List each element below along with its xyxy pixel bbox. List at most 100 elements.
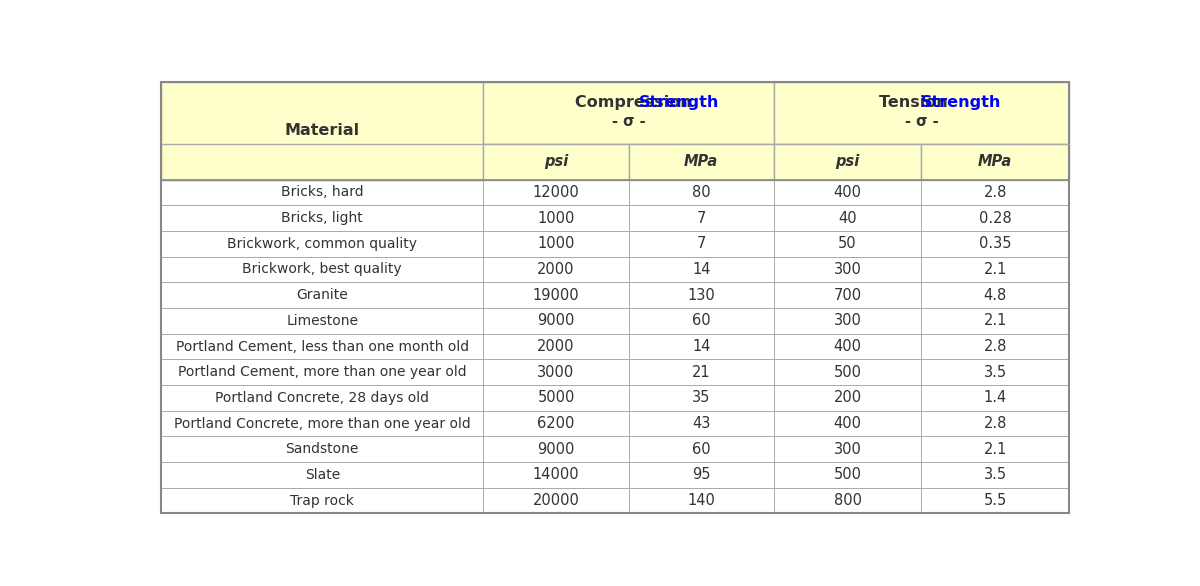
Text: Trap rock: Trap rock xyxy=(290,493,354,507)
Bar xyxy=(484,437,629,462)
Text: 1000: 1000 xyxy=(538,236,575,251)
Text: 2.1: 2.1 xyxy=(984,442,1007,456)
Text: - σ -: - σ - xyxy=(612,114,646,128)
Text: - σ -: - σ - xyxy=(905,114,938,128)
Text: Granite: Granite xyxy=(296,288,348,302)
Text: 7: 7 xyxy=(696,236,706,251)
Text: Portland Concrete, more than one year old: Portland Concrete, more than one year ol… xyxy=(174,417,470,431)
Text: Bricks, light: Bricks, light xyxy=(281,211,364,225)
Bar xyxy=(484,282,629,308)
Bar xyxy=(774,359,922,385)
Bar xyxy=(922,205,1069,231)
Bar xyxy=(484,144,629,180)
Text: 200: 200 xyxy=(834,390,862,406)
Text: 40: 40 xyxy=(839,210,857,226)
Bar xyxy=(161,282,484,308)
Bar xyxy=(484,411,629,437)
Text: 2.8: 2.8 xyxy=(984,339,1007,354)
Bar xyxy=(161,359,484,385)
Text: Portland Cement, less than one month old: Portland Cement, less than one month old xyxy=(175,339,469,353)
Bar xyxy=(161,205,484,231)
Text: Limestone: Limestone xyxy=(287,314,359,328)
Bar xyxy=(161,144,484,180)
Bar xyxy=(484,359,629,385)
Bar xyxy=(922,359,1069,385)
Text: 2.1: 2.1 xyxy=(984,262,1007,277)
Bar xyxy=(774,282,922,308)
Bar xyxy=(629,282,774,308)
Text: 2000: 2000 xyxy=(538,262,575,277)
Text: 19000: 19000 xyxy=(533,288,580,302)
Text: 9000: 9000 xyxy=(538,442,575,456)
Text: 400: 400 xyxy=(834,339,862,354)
Bar xyxy=(629,437,774,462)
Text: 140: 140 xyxy=(688,493,715,508)
Bar xyxy=(774,81,1069,144)
Bar xyxy=(774,180,922,205)
Bar xyxy=(629,180,774,205)
Text: 14: 14 xyxy=(692,262,710,277)
Bar xyxy=(161,180,484,205)
Text: 130: 130 xyxy=(688,288,715,302)
Bar xyxy=(161,437,484,462)
Bar xyxy=(922,180,1069,205)
Text: 400: 400 xyxy=(834,185,862,200)
Bar xyxy=(484,81,774,144)
Text: 0.35: 0.35 xyxy=(979,236,1012,251)
Bar xyxy=(484,385,629,411)
Text: 35: 35 xyxy=(692,390,710,406)
Bar xyxy=(629,308,774,333)
Bar xyxy=(774,231,922,257)
Bar xyxy=(629,257,774,282)
Text: 2.1: 2.1 xyxy=(984,314,1007,328)
Text: 0.28: 0.28 xyxy=(979,210,1012,226)
Bar xyxy=(922,385,1069,411)
Text: Slate: Slate xyxy=(305,468,340,482)
Text: 1000: 1000 xyxy=(538,210,575,226)
Bar xyxy=(774,437,922,462)
Text: 14: 14 xyxy=(692,339,710,354)
Bar xyxy=(774,411,922,437)
Text: 5000: 5000 xyxy=(538,390,575,406)
Bar xyxy=(161,257,484,282)
Bar xyxy=(161,231,484,257)
Bar xyxy=(922,437,1069,462)
Text: Strength: Strength xyxy=(640,96,720,111)
Bar xyxy=(774,308,922,333)
Bar xyxy=(629,333,774,359)
Text: 3.5: 3.5 xyxy=(984,364,1007,380)
Text: 80: 80 xyxy=(692,185,710,200)
Bar xyxy=(161,411,484,437)
Bar xyxy=(629,385,774,411)
Text: 95: 95 xyxy=(692,468,710,482)
Bar xyxy=(922,257,1069,282)
Bar xyxy=(922,282,1069,308)
Text: 300: 300 xyxy=(834,262,862,277)
Text: Portland Concrete, 28 days old: Portland Concrete, 28 days old xyxy=(215,391,430,405)
Bar xyxy=(922,144,1069,180)
Text: 500: 500 xyxy=(834,364,862,380)
Text: psi: psi xyxy=(835,155,859,169)
Text: 700: 700 xyxy=(834,288,862,302)
Text: 20000: 20000 xyxy=(533,493,580,508)
Text: Strength: Strength xyxy=(922,96,1002,111)
Bar xyxy=(484,231,629,257)
Bar xyxy=(774,385,922,411)
Text: 3.5: 3.5 xyxy=(984,468,1007,482)
Text: 12000: 12000 xyxy=(533,185,580,200)
Bar xyxy=(774,257,922,282)
Bar xyxy=(629,144,774,180)
Text: 50: 50 xyxy=(839,236,857,251)
Bar xyxy=(774,488,922,513)
Text: 4.8: 4.8 xyxy=(984,288,1007,302)
Text: 60: 60 xyxy=(692,442,710,456)
Bar xyxy=(161,488,484,513)
Text: Brickwork, best quality: Brickwork, best quality xyxy=(242,263,402,277)
Text: 43: 43 xyxy=(692,416,710,431)
Bar xyxy=(161,333,484,359)
Bar xyxy=(161,385,484,411)
Text: MPa: MPa xyxy=(978,155,1013,169)
Text: 1.4: 1.4 xyxy=(984,390,1007,406)
Text: MPa: MPa xyxy=(684,155,719,169)
Bar xyxy=(629,231,774,257)
